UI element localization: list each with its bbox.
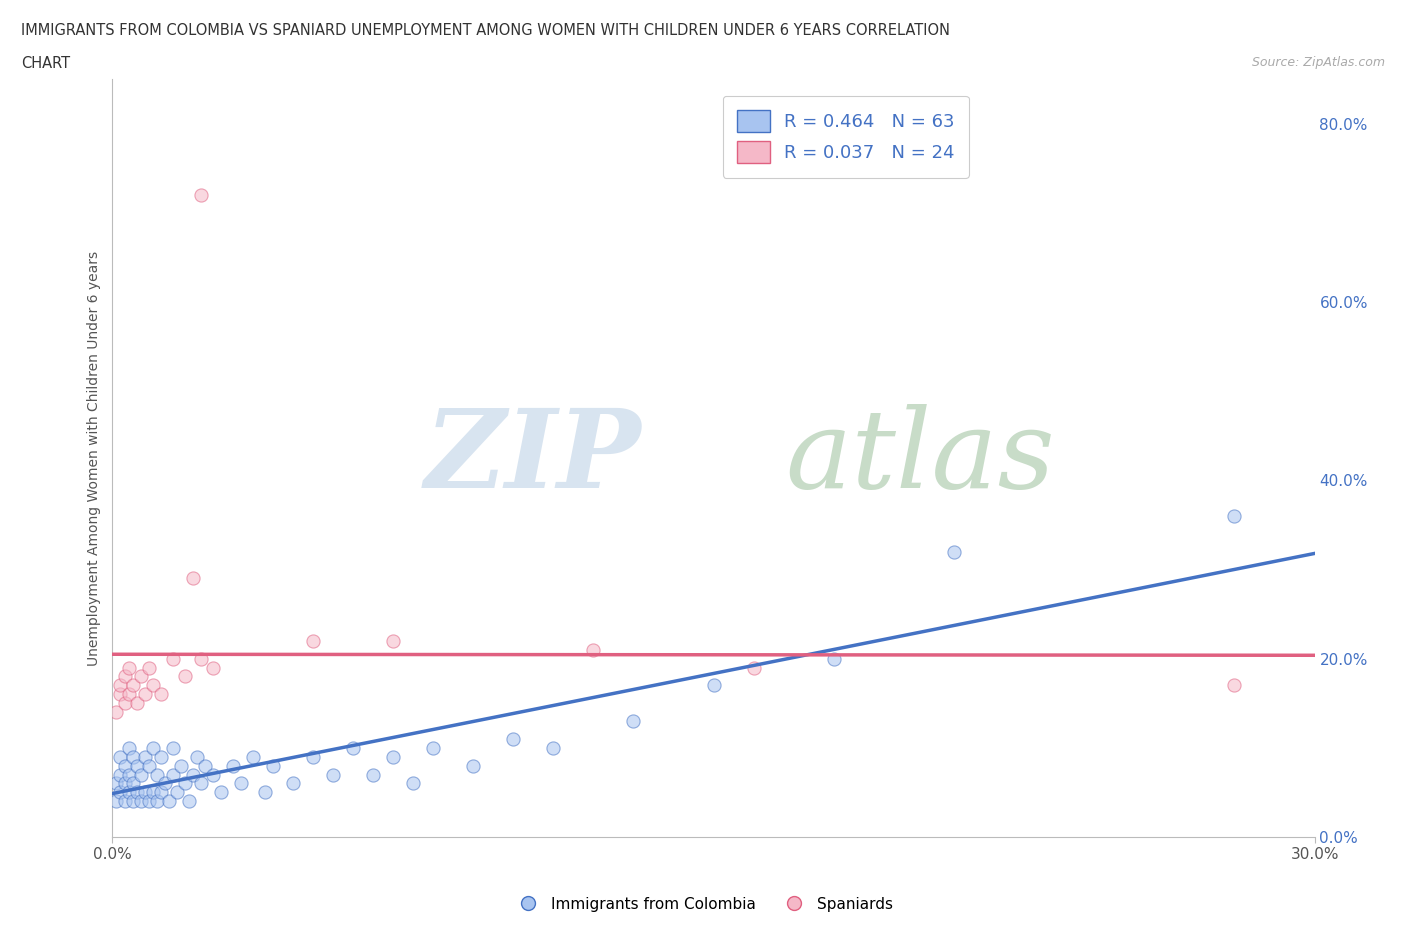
- Point: [129, 767, 152, 782]
- Point: [134, 785, 156, 800]
- Point: [942, 544, 965, 559]
- Point: [121, 776, 143, 790]
- Text: atlas: atlas: [786, 405, 1056, 512]
- Point: [105, 794, 128, 809]
- Point: [138, 660, 160, 675]
- Point: [322, 767, 344, 782]
- Point: [402, 776, 425, 790]
- Point: [105, 776, 128, 790]
- Point: [502, 732, 524, 747]
- Point: [117, 767, 139, 782]
- Point: [110, 750, 132, 764]
- Point: [361, 767, 384, 782]
- Point: [621, 713, 644, 728]
- Point: [162, 767, 184, 782]
- Y-axis label: Unemployment Among Women with Children Under 6 years: Unemployment Among Women with Children U…: [87, 250, 101, 666]
- Point: [1223, 678, 1246, 693]
- Point: [110, 767, 132, 782]
- Point: [110, 678, 132, 693]
- Point: [281, 776, 304, 790]
- Point: [149, 750, 172, 764]
- Point: [125, 758, 148, 773]
- Point: [181, 767, 204, 782]
- Point: [129, 669, 152, 684]
- Point: [242, 750, 264, 764]
- Point: [145, 767, 167, 782]
- Point: [461, 758, 484, 773]
- Point: [114, 794, 136, 809]
- Point: [134, 750, 156, 764]
- Point: [382, 633, 405, 648]
- Point: [114, 776, 136, 790]
- Point: [149, 687, 172, 702]
- Point: [110, 687, 132, 702]
- Text: Source: ZipAtlas.com: Source: ZipAtlas.com: [1251, 56, 1385, 69]
- Point: [177, 794, 200, 809]
- Point: [117, 785, 139, 800]
- Point: [209, 785, 232, 800]
- Point: [302, 633, 325, 648]
- Point: [117, 660, 139, 675]
- Point: [117, 687, 139, 702]
- Legend: R = 0.464   N = 63, R = 0.037   N = 24: R = 0.464 N = 63, R = 0.037 N = 24: [723, 96, 969, 178]
- Text: ZIP: ZIP: [425, 405, 641, 512]
- Point: [141, 785, 163, 800]
- Point: [138, 794, 160, 809]
- Point: [138, 758, 160, 773]
- Point: [134, 687, 156, 702]
- Point: [145, 794, 167, 809]
- Point: [121, 750, 143, 764]
- Point: [422, 740, 444, 755]
- Point: [114, 669, 136, 684]
- Point: [190, 188, 212, 203]
- Point: [742, 660, 765, 675]
- Text: CHART: CHART: [21, 56, 70, 71]
- Point: [121, 678, 143, 693]
- Point: [190, 651, 212, 666]
- Point: [117, 740, 139, 755]
- Point: [153, 776, 176, 790]
- Point: [141, 740, 163, 755]
- Point: [105, 705, 128, 720]
- Point: [190, 776, 212, 790]
- Point: [302, 750, 325, 764]
- Point: [129, 794, 152, 809]
- Point: [253, 785, 276, 800]
- Point: [1223, 509, 1246, 524]
- Point: [194, 758, 217, 773]
- Point: [181, 571, 204, 586]
- Point: [823, 651, 845, 666]
- Point: [342, 740, 364, 755]
- Point: [162, 651, 184, 666]
- Point: [114, 696, 136, 711]
- Legend: Immigrants from Colombia, Spaniards: Immigrants from Colombia, Spaniards: [506, 891, 900, 918]
- Point: [262, 758, 284, 773]
- Point: [149, 785, 172, 800]
- Point: [114, 758, 136, 773]
- Point: [173, 776, 195, 790]
- Point: [702, 678, 725, 693]
- Text: IMMIGRANTS FROM COLOMBIA VS SPANIARD UNEMPLOYMENT AMONG WOMEN WITH CHILDREN UNDE: IMMIGRANTS FROM COLOMBIA VS SPANIARD UNE…: [21, 23, 950, 38]
- Point: [162, 740, 184, 755]
- Point: [166, 785, 188, 800]
- Point: [186, 750, 208, 764]
- Point: [201, 660, 224, 675]
- Point: [543, 740, 565, 755]
- Point: [157, 794, 180, 809]
- Point: [173, 669, 195, 684]
- Point: [229, 776, 252, 790]
- Point: [141, 678, 163, 693]
- Point: [121, 794, 143, 809]
- Point: [125, 785, 148, 800]
- Point: [169, 758, 191, 773]
- Point: [582, 643, 605, 658]
- Point: [382, 750, 405, 764]
- Point: [201, 767, 224, 782]
- Point: [110, 785, 132, 800]
- Point: [125, 696, 148, 711]
- Point: [222, 758, 245, 773]
